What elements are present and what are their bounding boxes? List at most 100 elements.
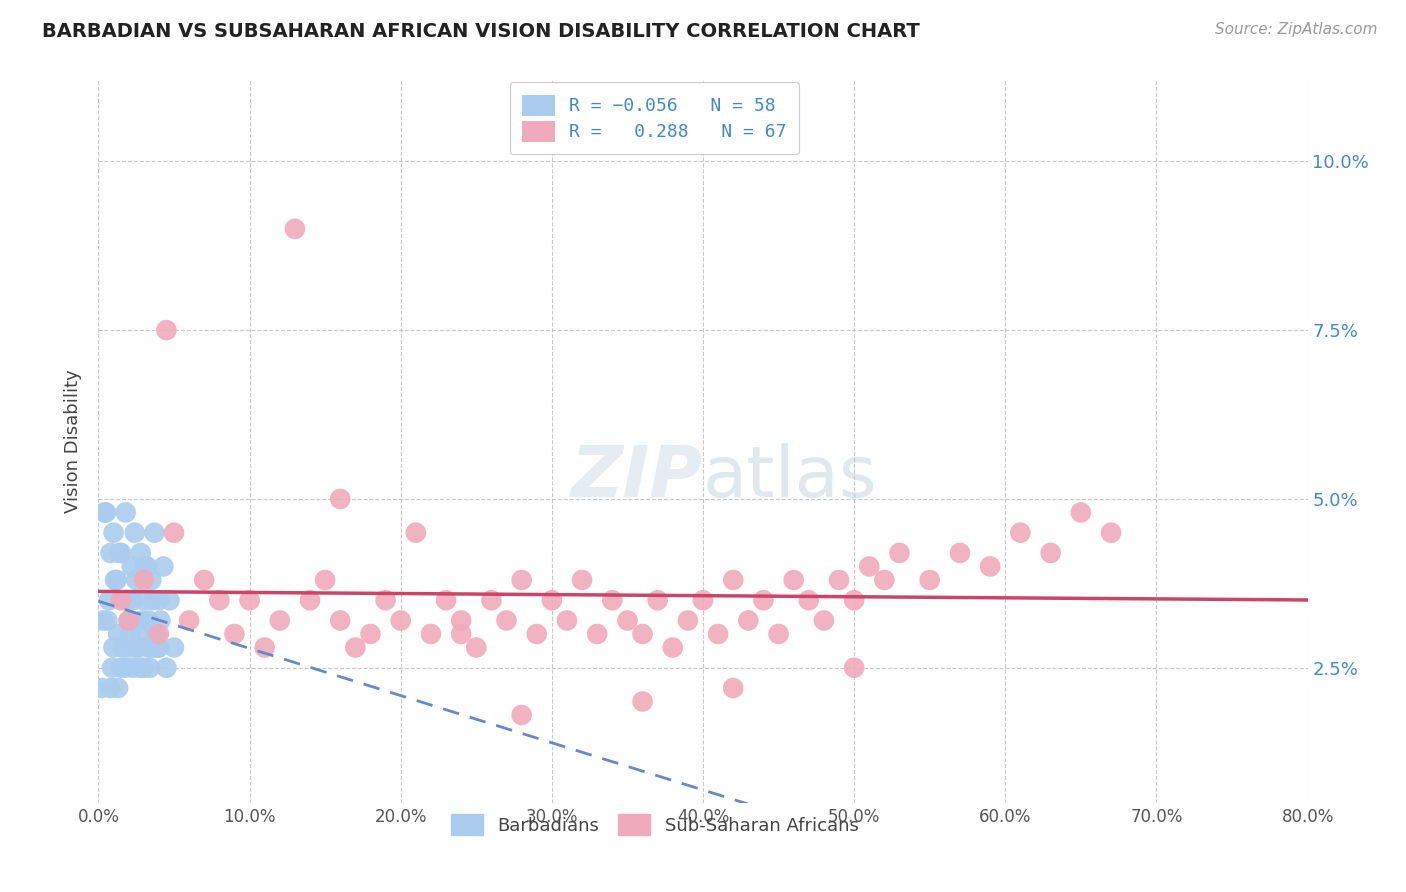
Point [131, 614, 153, 628]
Point [163, 525, 186, 540]
Point [208, 593, 231, 607]
Point [145, 627, 167, 641]
Point [103, 525, 125, 540]
Point [101, 661, 124, 675]
Point [314, 573, 336, 587]
Point [132, 573, 155, 587]
Point [143, 525, 166, 540]
Point [828, 573, 851, 587]
Point [135, 559, 157, 574]
Point [1039, 546, 1062, 560]
Point [136, 640, 159, 655]
Point [707, 627, 730, 641]
Point [159, 593, 181, 607]
Point [100, 546, 122, 560]
Point [129, 661, 152, 675]
Point [481, 593, 503, 607]
Point [118, 614, 141, 628]
Point [389, 614, 412, 628]
Point [979, 559, 1001, 574]
Point [329, 614, 352, 628]
Point [179, 614, 201, 628]
Point [555, 614, 578, 628]
Point [299, 593, 322, 607]
Point [374, 593, 396, 607]
Point [602, 593, 624, 607]
Point [118, 640, 141, 655]
Point [118, 614, 141, 628]
Point [90, 681, 112, 695]
Text: BARBADIAN VS SUBSAHARAN AFRICAN VISION DISABILITY CORRELATION CHART: BARBADIAN VS SUBSAHARAN AFRICAN VISION D… [42, 22, 920, 41]
Point [723, 681, 745, 695]
Point [420, 627, 443, 641]
Point [813, 614, 835, 628]
Point [98, 593, 121, 607]
Point [224, 627, 246, 641]
Point [510, 708, 533, 723]
Point [132, 593, 155, 607]
Point [844, 593, 866, 607]
Point [120, 627, 142, 641]
Point [631, 694, 654, 708]
Point [450, 627, 472, 641]
Point [115, 593, 138, 607]
Point [571, 573, 593, 587]
Point [783, 573, 806, 587]
Point [100, 681, 122, 695]
Point [586, 627, 609, 641]
Point [149, 614, 172, 628]
Point [134, 559, 156, 574]
Point [647, 593, 669, 607]
Point [141, 640, 163, 655]
Point [121, 559, 143, 574]
Point [465, 640, 488, 655]
Point [434, 593, 457, 607]
Point [540, 593, 562, 607]
Point [122, 593, 145, 607]
Point [676, 614, 699, 628]
Point [661, 640, 683, 655]
Point [146, 640, 169, 655]
Point [163, 640, 186, 655]
Point [797, 593, 820, 607]
Point [510, 573, 533, 587]
Text: Source: ZipAtlas.com: Source: ZipAtlas.com [1215, 22, 1378, 37]
Point [107, 627, 129, 641]
Point [93, 505, 115, 519]
Point [108, 546, 131, 560]
Point [148, 627, 170, 641]
Point [344, 640, 367, 655]
Text: ZIP: ZIP [571, 443, 703, 512]
Point [129, 546, 152, 560]
Point [110, 661, 132, 675]
Point [112, 593, 135, 607]
Point [737, 614, 759, 628]
Point [141, 573, 163, 587]
Point [723, 573, 745, 587]
Point [122, 661, 145, 675]
Point [91, 614, 114, 628]
Text: atlas: atlas [703, 443, 877, 512]
Point [918, 573, 941, 587]
Point [136, 614, 159, 628]
Point [269, 614, 291, 628]
Point [329, 491, 352, 506]
Point [193, 573, 215, 587]
Point [105, 573, 128, 587]
Point [253, 640, 276, 655]
Point [152, 559, 174, 574]
Point [111, 640, 134, 655]
Point [495, 614, 517, 628]
Point [139, 661, 162, 675]
Point [692, 593, 714, 607]
Point [125, 640, 148, 655]
Point [124, 525, 146, 540]
Point [1070, 505, 1092, 519]
Point [104, 573, 127, 587]
Point [148, 593, 170, 607]
Point [96, 614, 118, 628]
Point [284, 222, 307, 236]
Point [155, 661, 177, 675]
Point [103, 640, 125, 655]
Point [405, 525, 427, 540]
